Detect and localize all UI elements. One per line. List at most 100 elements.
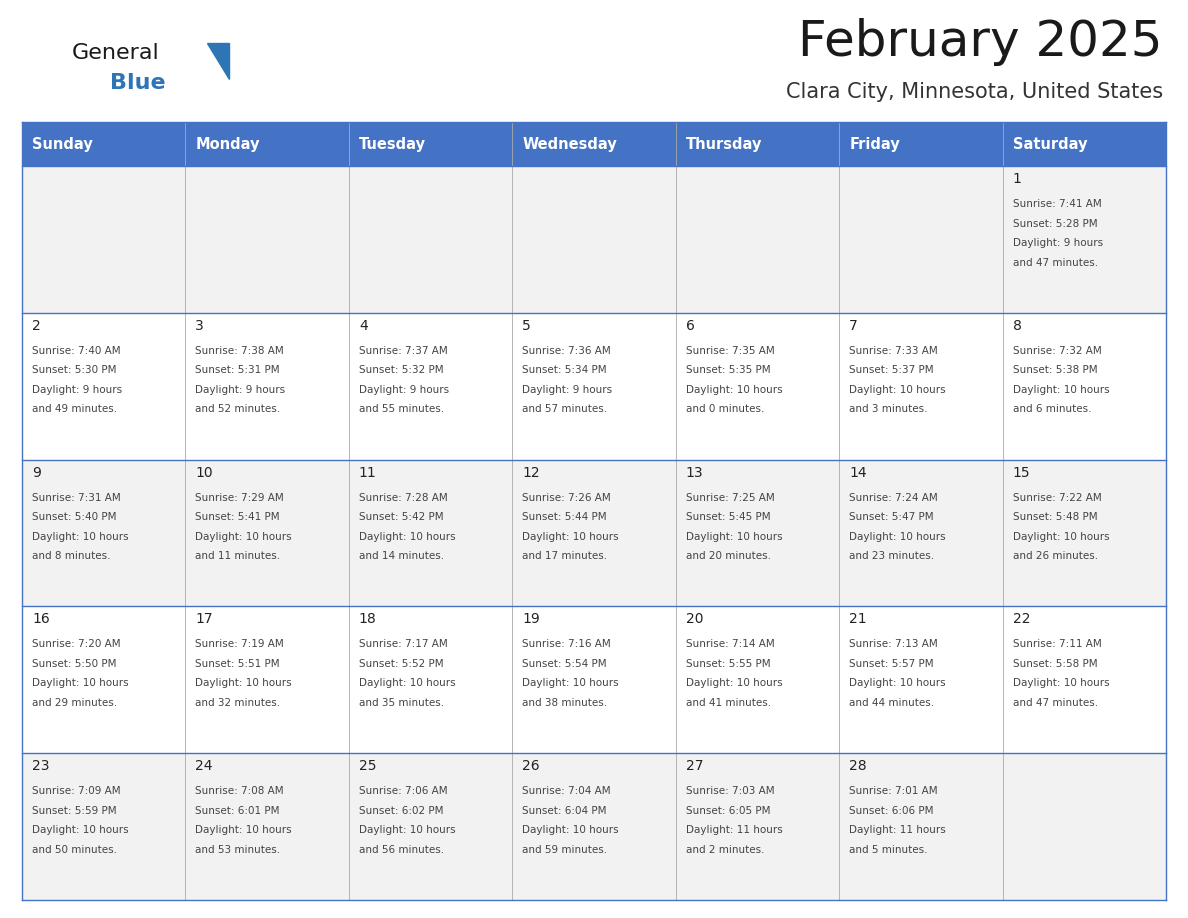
Text: 25: 25 <box>359 759 377 773</box>
Text: 12: 12 <box>523 465 539 479</box>
Text: and 49 minutes.: and 49 minutes. <box>32 404 118 414</box>
Text: and 29 minutes.: and 29 minutes. <box>32 698 118 708</box>
Text: Sunrise: 7:03 AM: Sunrise: 7:03 AM <box>685 786 775 796</box>
Text: Sunrise: 7:35 AM: Sunrise: 7:35 AM <box>685 346 775 356</box>
Text: and 56 minutes.: and 56 minutes. <box>359 845 444 855</box>
Text: 28: 28 <box>849 759 867 773</box>
Text: Daylight: 10 hours: Daylight: 10 hours <box>523 678 619 688</box>
Text: Sunrise: 7:13 AM: Sunrise: 7:13 AM <box>849 640 937 649</box>
Text: Sunrise: 7:19 AM: Sunrise: 7:19 AM <box>196 640 284 649</box>
Text: 2: 2 <box>32 319 40 333</box>
Text: Sunrise: 7:37 AM: Sunrise: 7:37 AM <box>359 346 448 356</box>
Text: Sunset: 5:57 PM: Sunset: 5:57 PM <box>849 659 934 669</box>
Text: 18: 18 <box>359 612 377 626</box>
Text: Sunrise: 7:26 AM: Sunrise: 7:26 AM <box>523 493 611 502</box>
Text: Daylight: 10 hours: Daylight: 10 hours <box>196 678 292 688</box>
Text: Sunrise: 7:14 AM: Sunrise: 7:14 AM <box>685 640 775 649</box>
Text: Clara City, Minnesota, United States: Clara City, Minnesota, United States <box>786 82 1163 102</box>
Text: Sunset: 5:28 PM: Sunset: 5:28 PM <box>1012 218 1098 229</box>
Text: and 2 minutes.: and 2 minutes. <box>685 845 764 855</box>
Text: Sunrise: 7:38 AM: Sunrise: 7:38 AM <box>196 346 284 356</box>
Text: and 0 minutes.: and 0 minutes. <box>685 404 764 414</box>
Text: Sunset: 5:48 PM: Sunset: 5:48 PM <box>1012 512 1098 522</box>
Bar <box>185 122 349 166</box>
Text: Daylight: 10 hours: Daylight: 10 hours <box>523 825 619 835</box>
Text: Sunset: 5:51 PM: Sunset: 5:51 PM <box>196 659 280 669</box>
Text: Daylight: 11 hours: Daylight: 11 hours <box>849 825 946 835</box>
Bar <box>23 460 1165 607</box>
Text: Sunrise: 7:25 AM: Sunrise: 7:25 AM <box>685 493 775 502</box>
Text: and 47 minutes.: and 47 minutes. <box>1012 258 1098 267</box>
Text: and 38 minutes.: and 38 minutes. <box>523 698 607 708</box>
Text: and 20 minutes.: and 20 minutes. <box>685 551 771 561</box>
Bar <box>23 166 1165 313</box>
Text: Sunset: 5:59 PM: Sunset: 5:59 PM <box>32 806 116 816</box>
Text: Sunset: 5:54 PM: Sunset: 5:54 PM <box>523 659 607 669</box>
Text: Sunrise: 7:09 AM: Sunrise: 7:09 AM <box>32 786 121 796</box>
Text: Sunrise: 7:11 AM: Sunrise: 7:11 AM <box>1012 640 1101 649</box>
Text: and 57 minutes.: and 57 minutes. <box>523 404 607 414</box>
Text: 7: 7 <box>849 319 858 333</box>
Bar <box>23 607 1165 753</box>
Text: Daylight: 10 hours: Daylight: 10 hours <box>685 532 783 542</box>
Text: and 6 minutes.: and 6 minutes. <box>1012 404 1091 414</box>
Bar <box>1003 122 1165 166</box>
Text: 6: 6 <box>685 319 695 333</box>
Text: and 41 minutes.: and 41 minutes. <box>685 698 771 708</box>
Text: Daylight: 10 hours: Daylight: 10 hours <box>32 532 128 542</box>
Text: Daylight: 10 hours: Daylight: 10 hours <box>849 532 946 542</box>
Text: Sunset: 5:50 PM: Sunset: 5:50 PM <box>32 659 116 669</box>
Text: Daylight: 10 hours: Daylight: 10 hours <box>849 385 946 395</box>
Text: Sunrise: 7:33 AM: Sunrise: 7:33 AM <box>849 346 937 356</box>
Text: Sunrise: 7:41 AM: Sunrise: 7:41 AM <box>1012 199 1101 209</box>
Text: Daylight: 10 hours: Daylight: 10 hours <box>1012 385 1110 395</box>
Bar <box>676 122 839 166</box>
Text: Daylight: 10 hours: Daylight: 10 hours <box>196 825 292 835</box>
Text: and 55 minutes.: and 55 minutes. <box>359 404 444 414</box>
Text: Daylight: 10 hours: Daylight: 10 hours <box>849 678 946 688</box>
Text: Sunrise: 7:24 AM: Sunrise: 7:24 AM <box>849 493 937 502</box>
Text: Daylight: 10 hours: Daylight: 10 hours <box>1012 532 1110 542</box>
Text: 9: 9 <box>32 465 40 479</box>
Text: Sunset: 6:06 PM: Sunset: 6:06 PM <box>849 806 934 816</box>
Text: Daylight: 9 hours: Daylight: 9 hours <box>523 385 612 395</box>
Text: Daylight: 11 hours: Daylight: 11 hours <box>685 825 783 835</box>
Text: and 17 minutes.: and 17 minutes. <box>523 551 607 561</box>
Text: Daylight: 10 hours: Daylight: 10 hours <box>685 385 783 395</box>
Text: 10: 10 <box>196 465 213 479</box>
Text: 11: 11 <box>359 465 377 479</box>
Text: Sunset: 5:40 PM: Sunset: 5:40 PM <box>32 512 116 522</box>
Text: and 52 minutes.: and 52 minutes. <box>196 404 280 414</box>
Text: Sunset: 5:42 PM: Sunset: 5:42 PM <box>359 512 443 522</box>
Text: 3: 3 <box>196 319 204 333</box>
Text: Daylight: 10 hours: Daylight: 10 hours <box>32 678 128 688</box>
Text: and 14 minutes.: and 14 minutes. <box>359 551 444 561</box>
Text: Daylight: 10 hours: Daylight: 10 hours <box>196 532 292 542</box>
Text: 23: 23 <box>32 759 50 773</box>
Text: Daylight: 10 hours: Daylight: 10 hours <box>32 825 128 835</box>
Text: and 35 minutes.: and 35 minutes. <box>359 698 444 708</box>
Text: Sunrise: 7:22 AM: Sunrise: 7:22 AM <box>1012 493 1101 502</box>
Text: Sunrise: 7:32 AM: Sunrise: 7:32 AM <box>1012 346 1101 356</box>
Text: Sunset: 5:35 PM: Sunset: 5:35 PM <box>685 365 770 375</box>
Text: February 2025: February 2025 <box>798 18 1163 66</box>
Text: 13: 13 <box>685 465 703 479</box>
Text: Daylight: 9 hours: Daylight: 9 hours <box>1012 238 1102 248</box>
Text: 22: 22 <box>1012 612 1030 626</box>
Text: and 44 minutes.: and 44 minutes. <box>849 698 934 708</box>
Text: Sunset: 5:44 PM: Sunset: 5:44 PM <box>523 512 607 522</box>
Text: Sunrise: 7:31 AM: Sunrise: 7:31 AM <box>32 493 121 502</box>
Text: General: General <box>72 43 159 63</box>
Text: Daylight: 10 hours: Daylight: 10 hours <box>685 678 783 688</box>
Text: and 8 minutes.: and 8 minutes. <box>32 551 110 561</box>
Text: Wednesday: Wednesday <box>523 137 617 151</box>
Text: Daylight: 10 hours: Daylight: 10 hours <box>359 678 455 688</box>
Text: 14: 14 <box>849 465 867 479</box>
Text: 26: 26 <box>523 759 539 773</box>
Text: Sunrise: 7:16 AM: Sunrise: 7:16 AM <box>523 640 611 649</box>
Text: Friday: Friday <box>849 137 899 151</box>
Text: 19: 19 <box>523 612 541 626</box>
Text: 20: 20 <box>685 612 703 626</box>
Bar <box>349 122 512 166</box>
Text: and 50 minutes.: and 50 minutes. <box>32 845 116 855</box>
